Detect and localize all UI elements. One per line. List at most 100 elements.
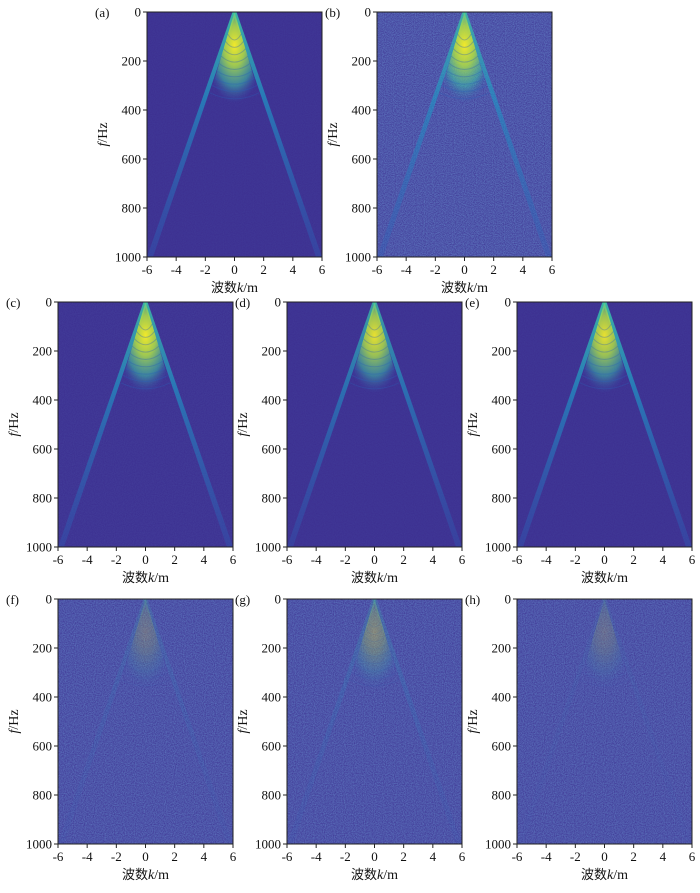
y-tick-label: 600 xyxy=(122,152,142,167)
x-tick-label: 0 xyxy=(142,849,149,864)
cone-arm-left xyxy=(58,302,148,547)
dispersion-curve xyxy=(136,628,155,635)
x-tick-label: 6 xyxy=(459,849,466,864)
panel-label: (f) xyxy=(6,592,19,607)
cone-arm-left xyxy=(517,302,607,547)
y-tick-label: 800 xyxy=(33,788,53,803)
x-tick-label: 2 xyxy=(630,849,637,864)
x-tick-label: -2 xyxy=(111,552,122,567)
dispersion-curve xyxy=(579,382,630,390)
panel-d: -6 -4 -2 0 2 4 6 0 200 400 600 800 1000 (d) f/Hz 波数k/m xyxy=(235,295,466,587)
x-tick-label: -6 xyxy=(512,552,523,567)
y-tick-label: 200 xyxy=(492,344,512,359)
y-tick-label: 800 xyxy=(352,201,372,216)
dispersion-curve xyxy=(595,331,614,338)
energy-peak xyxy=(579,302,630,398)
y-tick-label: 400 xyxy=(262,690,282,705)
x-tick-label: 0 xyxy=(601,849,608,864)
y-tick-label: 0 xyxy=(365,5,372,20)
y-tick-label: 800 xyxy=(122,201,142,216)
cone-arm-left xyxy=(377,12,467,257)
dispersion-curve xyxy=(590,642,619,650)
cone-arm-right xyxy=(143,302,233,547)
dispersion-curve xyxy=(597,323,612,331)
dispersion-curve xyxy=(349,679,400,687)
dispersion-curve xyxy=(133,338,158,346)
dispersion-curve xyxy=(131,345,160,353)
x-tick-label: 2 xyxy=(260,262,267,277)
dispersion-curve xyxy=(592,338,617,346)
energy-peak xyxy=(120,599,171,695)
dispersion-curve xyxy=(592,635,617,643)
y-tick-label: 1000 xyxy=(26,837,52,852)
dispersion-curve xyxy=(354,367,395,375)
x-tick-label: 2 xyxy=(490,262,497,277)
x-tick-label: 4 xyxy=(201,552,208,567)
y-tick-label: 600 xyxy=(492,739,512,754)
dispersion-curve xyxy=(362,635,387,643)
heatmap-b xyxy=(377,12,552,257)
y-tick-label: 800 xyxy=(262,491,282,506)
panel-label: (d) xyxy=(235,295,250,310)
dispersion-curve xyxy=(360,642,389,650)
panel-a: -6 -4 -2 0 2 4 6 0 200 400 600 800 1000 (a) f/Hz 波数k/m xyxy=(95,5,326,297)
y-tick-label: 0 xyxy=(275,295,282,310)
panel-label: (e) xyxy=(465,295,479,310)
x-tick-label: -2 xyxy=(340,849,351,864)
y-tick-label: 600 xyxy=(262,442,282,457)
panel-label: (c) xyxy=(6,295,20,310)
y-tick-label: 200 xyxy=(262,641,282,656)
dispersion-curve xyxy=(356,657,393,665)
y-tick-label: 200 xyxy=(33,641,53,656)
x-tick-label: -2 xyxy=(111,849,122,864)
dispersion-curve xyxy=(358,650,391,657)
dispersion-curve xyxy=(227,33,242,41)
x-axis-label: 波数k/m xyxy=(351,571,398,586)
energy-peak xyxy=(349,302,400,398)
dispersion-curve xyxy=(597,620,612,628)
dispersion-curve xyxy=(129,650,162,657)
dispersion-curve xyxy=(122,375,169,382)
x-tick-label: -6 xyxy=(372,262,383,277)
x-tick-label: -6 xyxy=(282,552,293,567)
panel-f: -6 -4 -2 0 2 4 6 0 200 400 600 800 1000 (f) f/Hz 波数k/m xyxy=(6,592,237,884)
x-tick-label: -4 xyxy=(82,849,93,864)
dispersion-curve xyxy=(120,382,171,390)
dispersion-curve xyxy=(365,628,384,635)
x-tick-label: 6 xyxy=(319,262,326,277)
y-tick-label: 400 xyxy=(492,393,512,408)
y-tick-label: 0 xyxy=(46,295,53,310)
dispersion-curve xyxy=(444,77,485,85)
x-tick-label: -6 xyxy=(512,849,523,864)
dispersion-curve xyxy=(362,338,387,346)
dispersion-curve xyxy=(214,77,255,85)
x-tick-label: 4 xyxy=(290,262,297,277)
heatmap-a xyxy=(147,12,322,257)
dispersion-curve xyxy=(590,345,619,353)
y-tick-label: 800 xyxy=(262,788,282,803)
x-tick-label: 0 xyxy=(371,552,378,567)
y-tick-label: 400 xyxy=(262,393,282,408)
x-tick-label: -4 xyxy=(171,262,182,277)
y-tick-label: 600 xyxy=(262,739,282,754)
cone-arm-right xyxy=(462,12,552,257)
dispersion-curve xyxy=(457,33,472,41)
y-tick-label: 600 xyxy=(33,739,53,754)
y-tick-label: 200 xyxy=(33,344,53,359)
x-tick-label: -6 xyxy=(53,552,64,567)
dispersion-curve xyxy=(367,620,382,628)
y-tick-label: 1000 xyxy=(26,540,52,555)
y-tick-label: 1000 xyxy=(345,250,371,265)
dispersion-curve xyxy=(367,323,382,331)
x-tick-label: -6 xyxy=(282,849,293,864)
dispersion-curve xyxy=(138,323,153,331)
y-axis-label: f/Hz xyxy=(7,412,22,436)
cone-arm-right xyxy=(232,12,322,257)
dispersion-curve xyxy=(581,672,628,679)
y-tick-label: 400 xyxy=(122,103,142,118)
dispersion-curve xyxy=(125,367,166,375)
energy-peak xyxy=(439,12,490,108)
x-tick-label: 6 xyxy=(689,849,696,864)
y-tick-label: 1000 xyxy=(255,837,281,852)
x-tick-label: -4 xyxy=(541,552,552,567)
